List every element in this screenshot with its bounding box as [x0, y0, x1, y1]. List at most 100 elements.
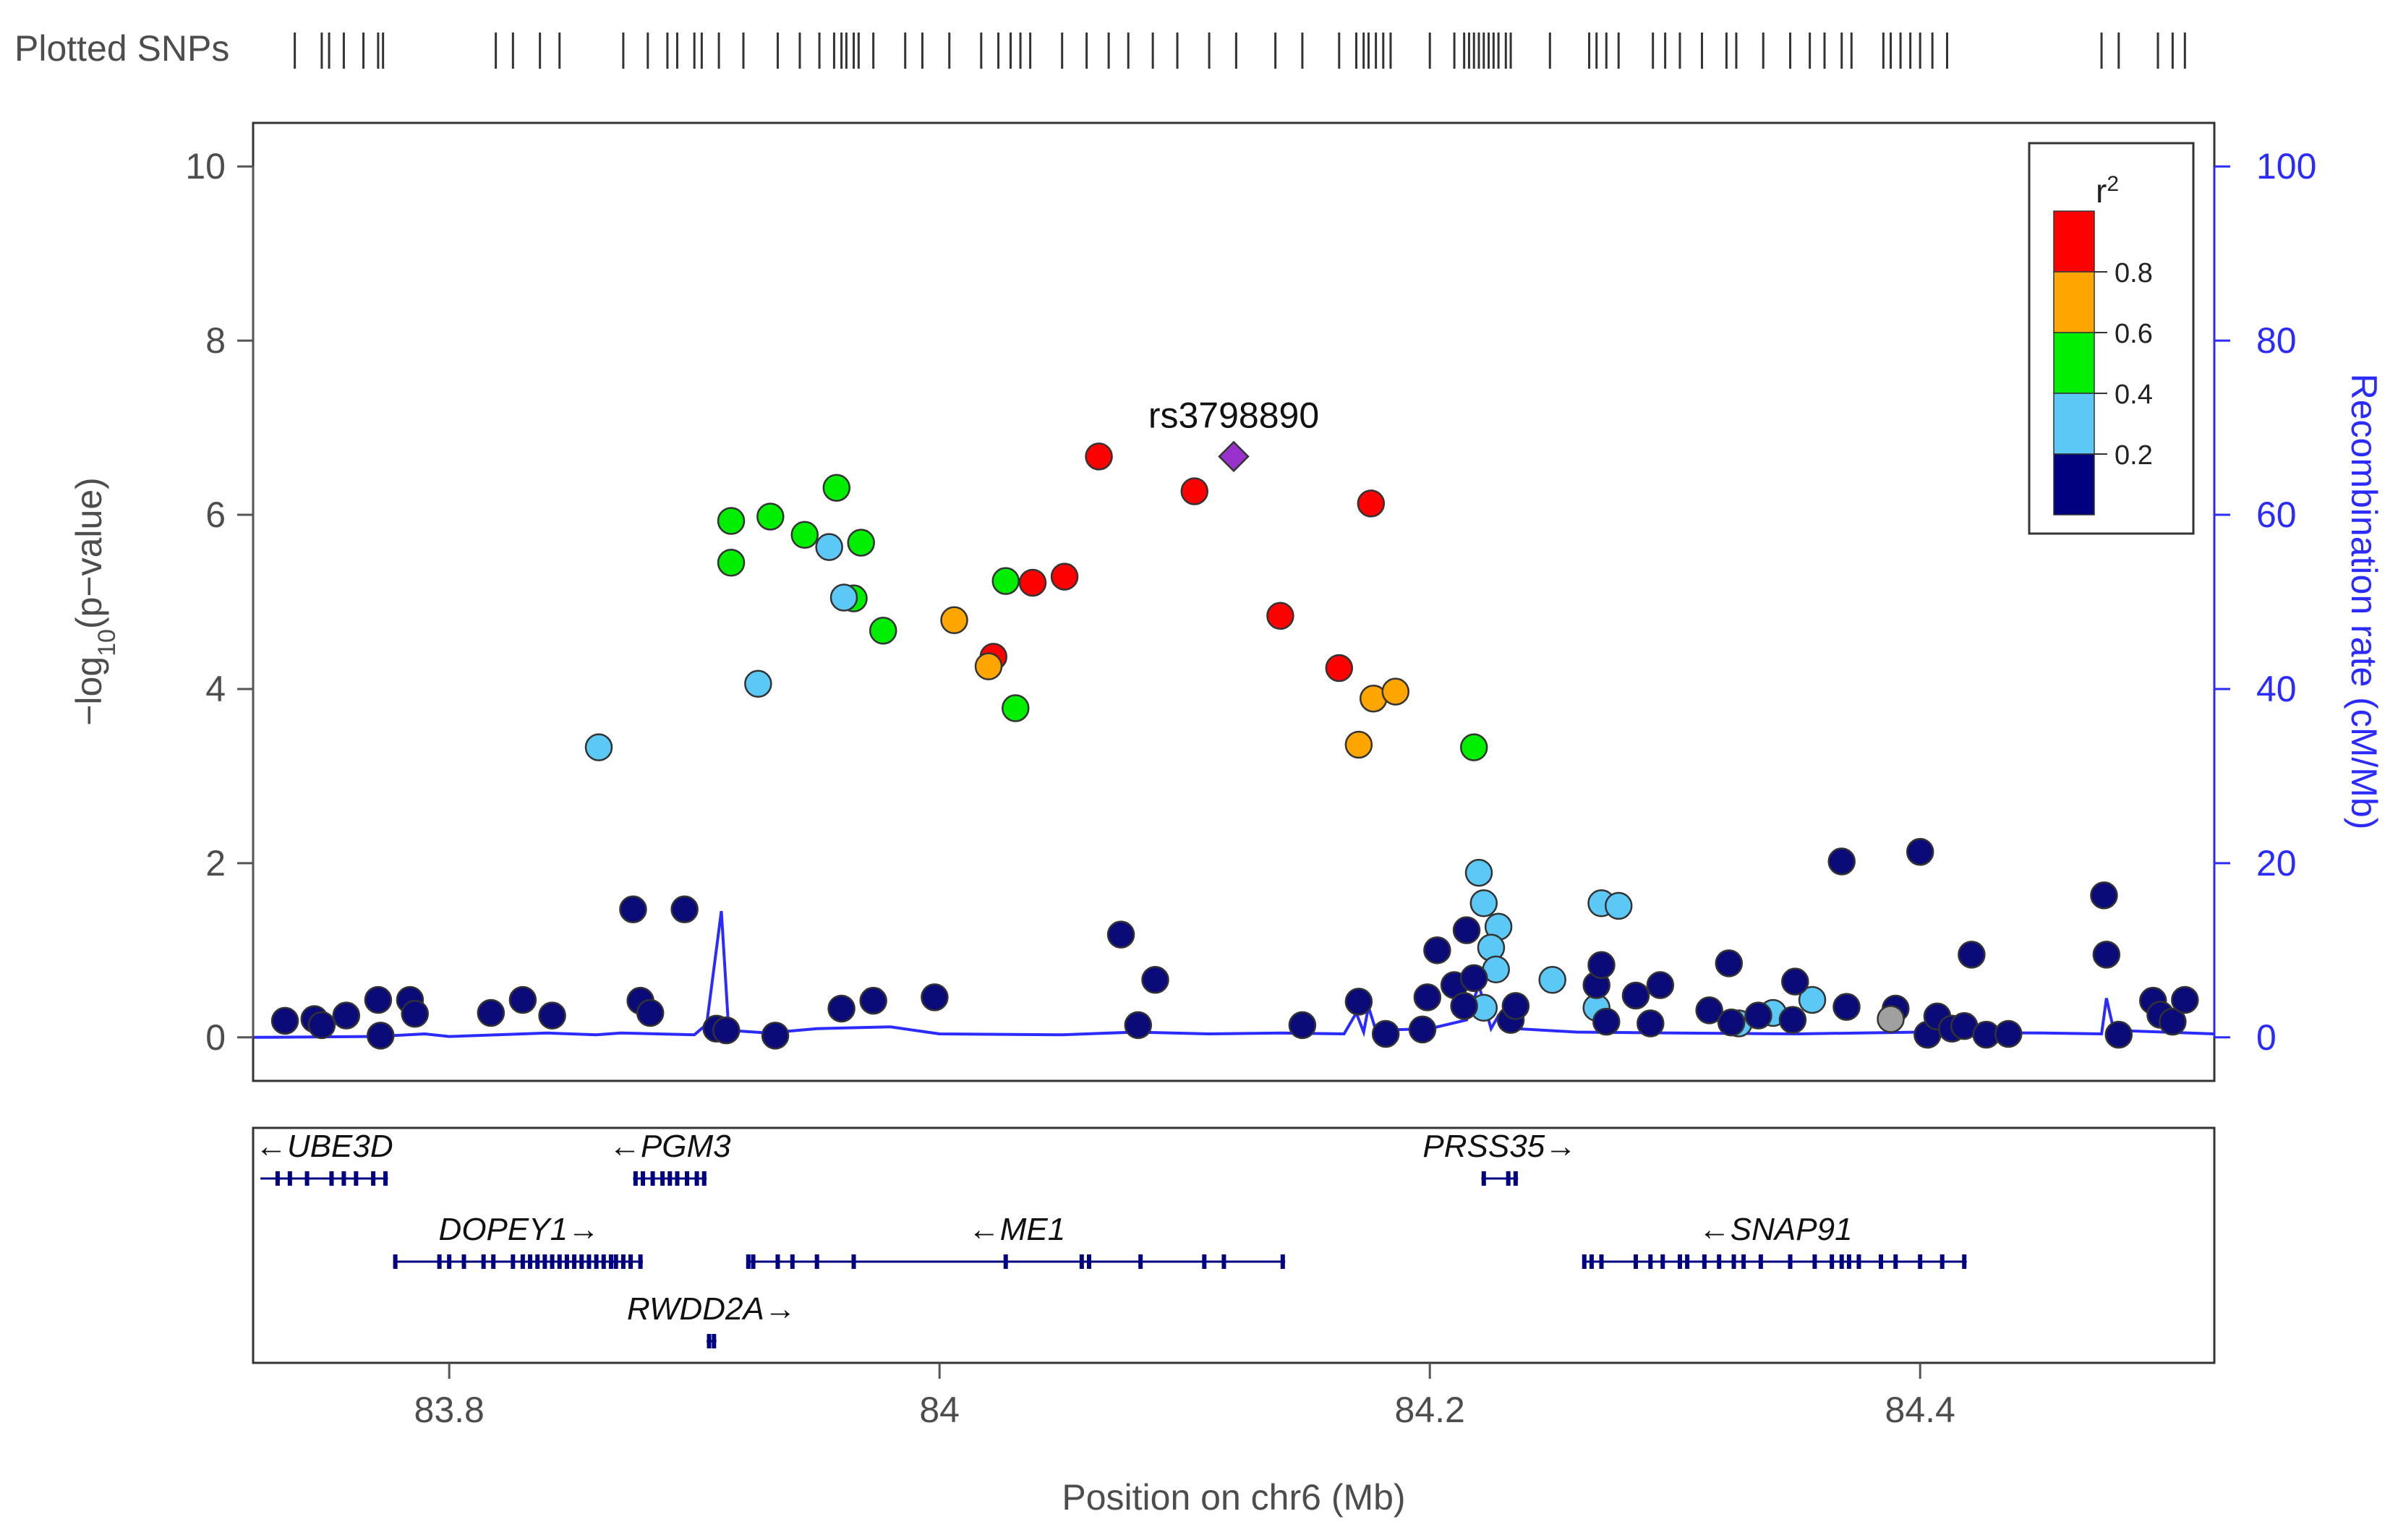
snp-point	[307, 1011, 336, 1040]
gene-exon	[650, 1171, 655, 1186]
snp-point	[2171, 985, 2199, 1014]
snp-point	[1371, 1019, 1400, 1048]
gene-exon	[1280, 1254, 1285, 1269]
gene-exon	[814, 1254, 819, 1269]
snp-point	[1695, 996, 1723, 1024]
gene-exon	[481, 1254, 486, 1269]
y-axis-title-base: −log	[69, 656, 109, 726]
snp-point	[619, 895, 647, 923]
snp-point	[1501, 992, 1530, 1020]
gene-exon	[707, 1334, 712, 1348]
legend-label: 0.2	[2115, 440, 2153, 471]
gene-panel-frame	[252, 1126, 2216, 1364]
snp-point	[974, 652, 1003, 680]
snp-point	[477, 998, 505, 1027]
y-axis-title: −log10(p−value)	[69, 477, 121, 726]
gene-exon	[586, 1254, 592, 1269]
gene-exon	[594, 1254, 599, 1269]
gene-exon	[461, 1254, 466, 1269]
snp-point	[712, 1016, 741, 1045]
snp-point	[744, 670, 772, 698]
snp-point	[670, 895, 699, 923]
gene-exon	[1717, 1254, 1722, 1269]
gene-exon	[1003, 1254, 1008, 1269]
snp-point	[1050, 562, 1079, 591]
legend-label: 0.8	[2115, 258, 2153, 288]
snp-point	[790, 521, 819, 549]
plotted-snps-label: Plotted SNPs	[14, 28, 229, 69]
snp-point	[1423, 936, 1451, 964]
gene-exon	[371, 1171, 376, 1186]
legend-swatch	[2053, 393, 2095, 455]
gene-exon	[1878, 1254, 1883, 1269]
gene-exon	[304, 1171, 310, 1186]
snp-point	[1621, 981, 1650, 1010]
snp-point	[1717, 1009, 1746, 1037]
snp-point	[1408, 1015, 1437, 1044]
gene-exon	[329, 1171, 334, 1186]
snp-point	[1085, 442, 1113, 471]
x-tick-label: 84.2	[1395, 1390, 1465, 1430]
snp-point	[401, 1000, 429, 1028]
y2-tick-label: 0	[2256, 1017, 2277, 1058]
x-axis-title: Position on chr6 (Mb)	[1062, 1477, 1405, 1518]
gene-exon	[1846, 1254, 1851, 1269]
snp-point	[827, 994, 855, 1023]
snp-point	[822, 474, 851, 502]
gene-exon	[287, 1171, 292, 1186]
snp-point	[1141, 966, 1169, 994]
y-axis: 0 2 4 6 8 10	[185, 146, 255, 1058]
snp-point	[1604, 891, 1633, 920]
gene-exon	[1481, 1171, 1486, 1186]
y-tick-label: 6	[205, 495, 226, 535]
gene-exon	[790, 1254, 795, 1269]
snp-point	[1459, 964, 1488, 993]
gene-exon	[1221, 1254, 1226, 1269]
legend-swatch	[2053, 453, 2095, 516]
points-layer	[270, 442, 2199, 1050]
gene-exon	[557, 1254, 562, 1269]
snp-point	[1958, 941, 1986, 969]
snp-point	[756, 502, 785, 531]
gene-exon	[491, 1254, 496, 1269]
snp-point	[1266, 602, 1294, 630]
legend-swatch	[2053, 210, 2095, 273]
gene-exon	[564, 1254, 569, 1269]
gene-exon	[1741, 1254, 1746, 1269]
gene-label: DOPEY1→	[439, 1212, 600, 1247]
gene-exon	[1918, 1254, 1923, 1269]
gene-exon	[675, 1171, 680, 1186]
snp-point	[859, 986, 887, 1015]
snp-point	[1778, 1006, 1807, 1034]
snp-point	[829, 583, 858, 612]
gene-exon	[685, 1171, 690, 1186]
gene-exon	[601, 1254, 606, 1269]
x-tick-label: 83.8	[414, 1390, 485, 1430]
snp-point	[2092, 941, 2121, 969]
snp-point	[1832, 993, 1861, 1021]
snp-point	[1357, 489, 1386, 518]
gene-exon	[1513, 1171, 1518, 1186]
snp-point	[1827, 847, 1856, 876]
snp-point	[1464, 858, 1493, 887]
gene-exon	[701, 1171, 707, 1186]
snp-point	[1637, 1009, 1665, 1038]
main-plot-frame	[252, 121, 2216, 1082]
snp-point	[584, 733, 613, 761]
gene-panel: ←UBE3D ←PGM3 PRSS35→ DOPEY1→ ←ME1 ←SNAP91 RWDD…	[252, 1126, 2216, 1364]
gene-exon	[694, 1171, 699, 1186]
snp-point	[847, 529, 875, 557]
snp-point	[717, 549, 746, 577]
x-tick-label: 84	[919, 1390, 960, 1430]
snp-point	[538, 1001, 566, 1030]
lead-snp-marker	[1218, 440, 1250, 473]
snp-point	[1452, 916, 1481, 944]
y2-tick-label: 80	[2256, 320, 2297, 361]
gene-exon	[620, 1254, 626, 1269]
gene-exon	[775, 1254, 780, 1269]
gene-exon	[641, 1171, 646, 1186]
gene-exon	[660, 1171, 665, 1186]
gene-exon	[1702, 1254, 1707, 1269]
legend-label: 0.6	[2115, 319, 2153, 349]
gene-exon	[851, 1254, 856, 1269]
